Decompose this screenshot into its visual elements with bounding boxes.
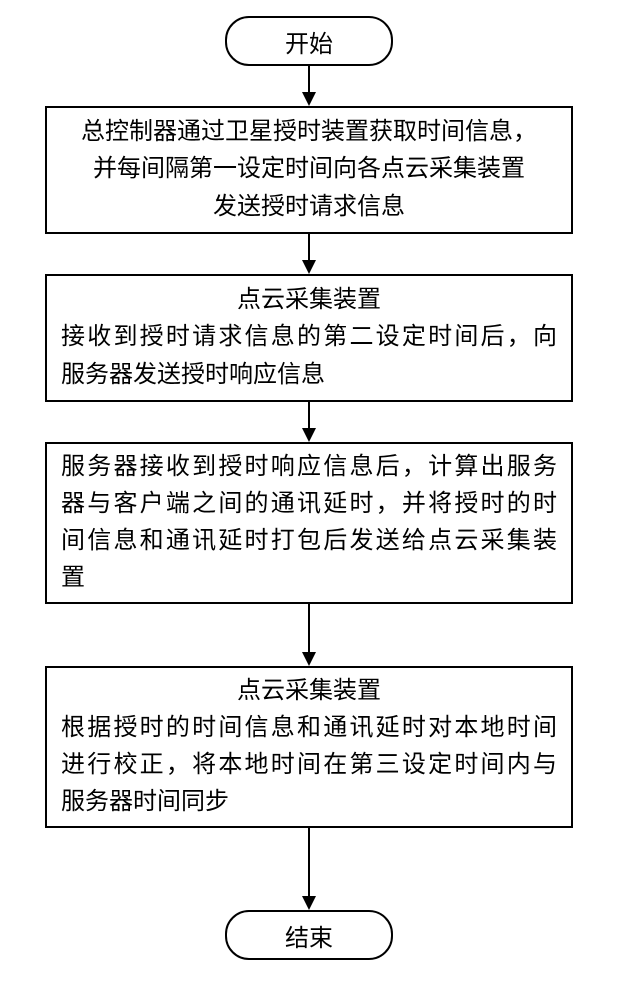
edges-layer <box>0 0 618 1000</box>
flowchart-canvas: 开始 总控制器通过卫星授时装置获取时间信息， 并每间隔第一设定时间向各点云采集装… <box>0 0 618 1000</box>
